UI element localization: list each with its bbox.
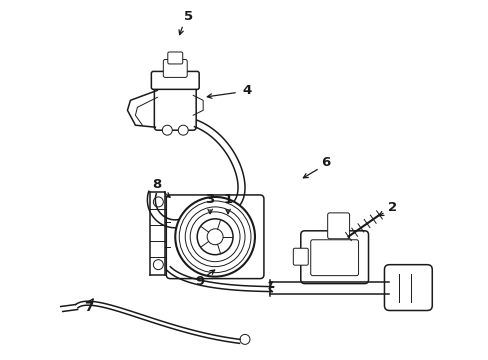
Text: 6: 6 xyxy=(321,156,329,168)
FancyBboxPatch shape xyxy=(300,231,368,284)
FancyBboxPatch shape xyxy=(166,195,264,279)
Circle shape xyxy=(178,125,188,135)
FancyBboxPatch shape xyxy=(327,213,349,239)
Text: 8: 8 xyxy=(152,179,162,192)
Circle shape xyxy=(153,197,163,207)
Text: 7: 7 xyxy=(84,301,93,314)
FancyBboxPatch shape xyxy=(154,80,196,130)
Circle shape xyxy=(153,260,163,270)
FancyBboxPatch shape xyxy=(151,71,199,89)
Circle shape xyxy=(207,229,223,245)
Text: 3: 3 xyxy=(205,193,214,206)
Circle shape xyxy=(240,334,249,345)
FancyBboxPatch shape xyxy=(163,59,187,77)
Text: 4: 4 xyxy=(242,84,251,97)
FancyBboxPatch shape xyxy=(384,265,431,310)
Text: 5: 5 xyxy=(183,10,192,23)
Text: 1: 1 xyxy=(223,193,232,206)
FancyBboxPatch shape xyxy=(310,240,358,276)
Circle shape xyxy=(197,219,233,255)
FancyBboxPatch shape xyxy=(167,52,183,64)
FancyBboxPatch shape xyxy=(293,248,307,265)
Text: 2: 2 xyxy=(387,201,396,215)
Text: 9: 9 xyxy=(195,275,204,288)
Circle shape xyxy=(175,197,254,276)
Circle shape xyxy=(162,125,172,135)
